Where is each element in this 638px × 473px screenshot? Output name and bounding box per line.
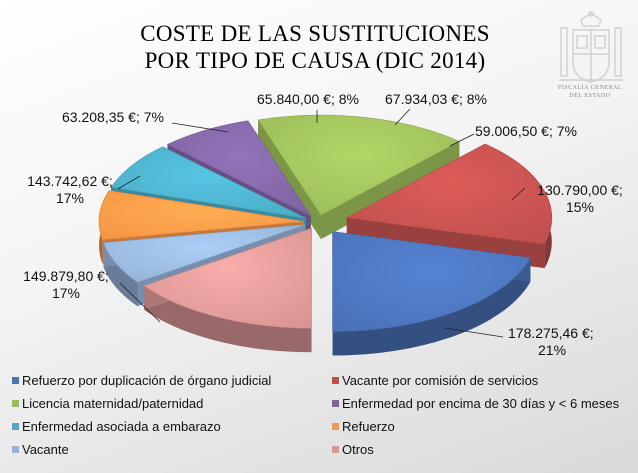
legend-item-2: Vacante por comisión de servicios xyxy=(332,373,538,388)
data-label-percent: 21% xyxy=(538,342,566,358)
data-label-value: 65.840,00 €; 8% xyxy=(257,91,359,107)
leader-line xyxy=(511,187,526,201)
data-label-value: 130.790,00 €; xyxy=(537,182,623,198)
emblem-caption-line-1: FISCALÍA GENERAL xyxy=(557,85,623,91)
data-label: 63.208,35 €; 7% xyxy=(62,109,164,125)
data-label-value: 59.006,50 €; 7% xyxy=(475,123,577,139)
emblem-caption-line-2: DEL ESTADO xyxy=(569,93,611,99)
pie-slice-top xyxy=(166,120,312,217)
pie-slice-top xyxy=(332,231,531,332)
legend-item-1: Refuerzo por duplicación de órgano judic… xyxy=(12,373,271,388)
pie-slice-top xyxy=(345,143,553,245)
data-label: 67.934,03 €; 8% xyxy=(385,91,487,107)
data-label-value: 67.934,03 €; 8% xyxy=(385,91,487,107)
data-label: 65.840,00 €; 8% xyxy=(257,91,359,107)
legend-label: Refuerzo xyxy=(342,419,395,434)
pie-slice-side xyxy=(143,285,312,353)
pie-slice-8 xyxy=(143,227,312,353)
data-label-percent: 15% xyxy=(566,199,594,215)
data-label-value: 143.742,62 €; xyxy=(27,173,113,189)
legend-item-8: Otros xyxy=(332,442,374,457)
legend-label: Enfermedad asociada a embarazo xyxy=(22,419,221,434)
legend-swatch xyxy=(12,423,19,430)
chart-title-line-2: POR TIPO DE CAUSA (DIC 2014) xyxy=(144,48,486,73)
data-label-value: 63.208,35 €; 7% xyxy=(62,109,164,125)
data-label-percent: 17% xyxy=(52,285,80,301)
legend-item-6: Refuerzo xyxy=(332,419,395,434)
data-label-value: 178.275,46 €; xyxy=(508,325,594,341)
data-label: 130.790,00 €; 15% xyxy=(537,182,623,215)
legend-swatch xyxy=(332,446,339,453)
pie-slice-2 xyxy=(345,143,553,269)
emblem-caption: FISCALÍA GENERAL DEL ESTADO xyxy=(540,84,638,100)
coat-of-arms-icon xyxy=(559,11,623,83)
leader-line xyxy=(394,108,411,126)
pie-slice-top xyxy=(103,224,306,283)
leader-line xyxy=(449,133,475,147)
data-label: 149.879,80 €; 17% xyxy=(23,268,109,301)
leader-line xyxy=(171,122,229,133)
legend-label: Otros xyxy=(342,442,374,457)
pie-slice-top xyxy=(257,114,460,216)
legend-item-5: Enfermedad asociada a embarazo xyxy=(12,419,221,434)
legend-swatch xyxy=(332,400,339,407)
pie-slice-top xyxy=(143,227,312,329)
pie-slice-1 xyxy=(332,231,531,356)
legend-swatch xyxy=(332,423,339,430)
legend-item-7: Vacante xyxy=(12,442,69,457)
legend-item-4: Enfermedad por encima de 30 días y < 6 m… xyxy=(332,396,619,411)
legend-swatch xyxy=(12,377,19,384)
legend-label: Licencia maternidad/paternidad xyxy=(22,396,204,411)
data-label: 143.742,62 €; 17% xyxy=(27,173,113,206)
legend-swatch xyxy=(12,400,19,407)
legend-swatch xyxy=(12,446,19,453)
leader-line xyxy=(117,175,141,190)
data-label-percent: 17% xyxy=(56,190,84,206)
legend-label: Vacante xyxy=(22,442,69,457)
leader-line xyxy=(444,327,504,338)
pie-slice-side xyxy=(332,257,531,356)
data-label: 59.006,50 €; 7% xyxy=(475,123,577,139)
legend-label: Refuerzo por duplicación de órgano judic… xyxy=(22,373,272,388)
data-label: 178.275,46 €; 21% xyxy=(508,325,594,358)
legend-item-3: Licencia maternidad/paternidad xyxy=(12,396,203,411)
chart-title-line-1: COSTE DE LAS SUSTITUCIONES xyxy=(140,21,490,46)
legend-swatch xyxy=(332,377,339,384)
leader-line xyxy=(119,282,161,323)
legend-label: Enfermedad por encima de 30 días y < 6 m… xyxy=(342,396,620,411)
pie-slice-top xyxy=(110,146,307,219)
pie-slice-top xyxy=(98,190,305,240)
data-label-value: 149.879,80 €; xyxy=(23,268,109,284)
legend-label: Vacante por comisión de servicios xyxy=(342,373,539,388)
chart-title: COSTE DE LAS SUSTITUCIONES POR TIPO DE C… xyxy=(120,20,510,74)
pie-chart: 178.275,46 €; 21%149.879,80 €; 17%143.742,… xyxy=(23,91,623,358)
